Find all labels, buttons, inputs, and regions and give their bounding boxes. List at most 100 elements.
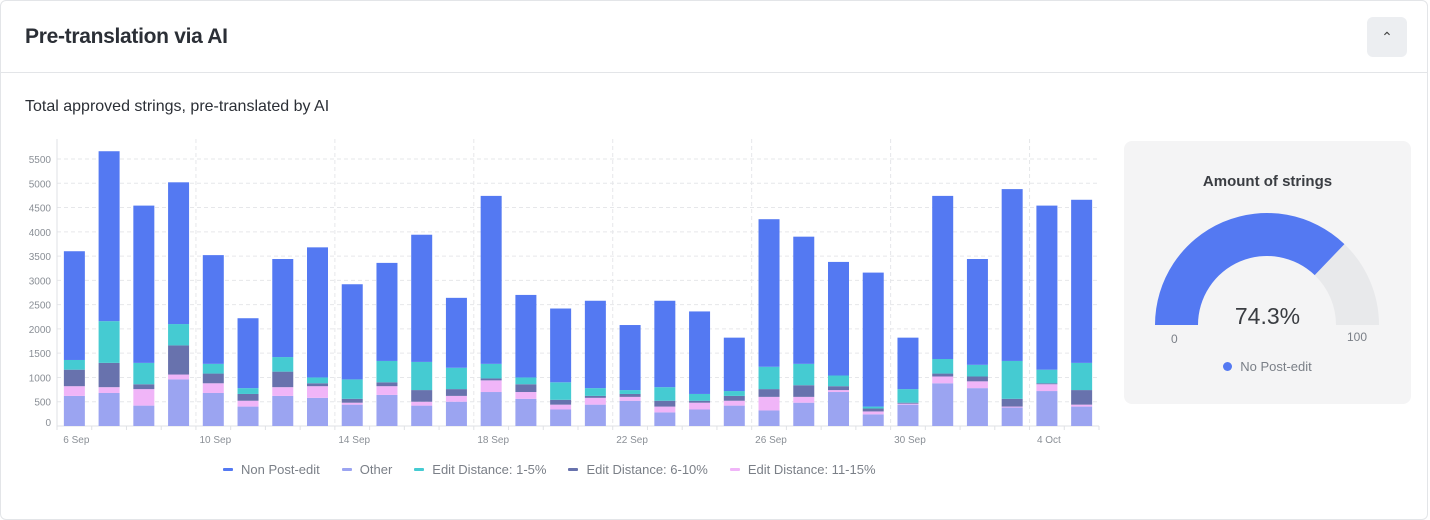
bar-segment-edit-distance-11-15-[interactable] [723,400,745,406]
bar-segment-other[interactable] [619,400,641,426]
bar-segment-edit-distance-6-10-[interactable] [723,395,745,401]
bar-segment-edit-distance-6-10-[interactable] [515,384,537,393]
bar-segment-edit-distance-11-15-[interactable] [828,390,849,393]
bar-segment-edit-distance-6-10-[interactable] [793,385,815,397]
bar-segment-edit-distance-6-10-[interactable] [63,369,85,387]
bar-segment-non-post-edit[interactable] [376,262,398,361]
bar-segment-other[interactable] [1036,391,1058,426]
bar-segment-edit-distance-11-15-[interactable] [202,383,224,393]
bar-segment-edit-distance-1-5-[interactable] [723,391,745,396]
bar-segment-edit-distance-11-15-[interactable] [341,402,363,405]
bar-segment-non-post-edit[interactable] [584,300,606,389]
bar-segment-edit-distance-6-10-[interactable] [550,399,572,405]
bar-segment-edit-distance-6-10-[interactable] [619,393,641,397]
bar-segment-non-post-edit[interactable] [307,247,328,378]
bar-segment-other[interactable] [966,388,988,426]
bar-segment-edit-distance-11-15-[interactable] [445,395,467,402]
bar-segment-edit-distance-11-15-[interactable] [550,404,572,410]
bar-segment-edit-distance-1-5-[interactable] [515,377,537,385]
bar-segment-edit-distance-1-5-[interactable] [1036,369,1058,384]
bar-segment-non-post-edit[interactable] [550,308,572,383]
bar-segment-other[interactable] [133,405,155,426]
bar-segment-edit-distance-11-15-[interactable] [307,386,328,398]
bar-segment-edit-distance-11-15-[interactable] [932,376,954,384]
bar-segment-edit-distance-11-15-[interactable] [862,411,884,415]
bar-segment-edit-distance-11-15-[interactable] [897,403,919,405]
bar-segment-edit-distance-6-10-[interactable] [966,376,988,382]
bar-segment-edit-distance-11-15-[interactable] [584,397,606,405]
bar-segment-non-post-edit[interactable] [480,195,502,364]
bar-segment-edit-distance-6-10-[interactable] [828,386,849,391]
bar-segment-other[interactable] [689,409,711,426]
bar-segment-edit-distance-6-10-[interactable] [1036,383,1058,385]
bar-segment-non-post-edit[interactable] [1036,205,1058,370]
bar-segment-edit-distance-1-5-[interactable] [133,362,155,385]
bar-segment-other[interactable] [1071,406,1093,426]
bar-segment-non-post-edit[interactable] [168,182,190,325]
bar-segment-non-post-edit[interactable] [272,259,294,358]
bar-segment-edit-distance-6-10-[interactable] [411,390,433,402]
bar-segment-edit-distance-11-15-[interactable] [1001,406,1023,408]
bar-segment-edit-distance-6-10-[interactable] [584,395,606,398]
bar-segment-edit-distance-1-5-[interactable] [550,382,572,400]
bar-segment-edit-distance-1-5-[interactable] [98,321,120,363]
bar-segment-edit-distance-1-5-[interactable] [341,379,363,399]
bar-segment-non-post-edit[interactable] [515,294,537,378]
bar-segment-non-post-edit[interactable] [932,195,954,360]
bar-segment-edit-distance-1-5-[interactable] [932,359,954,374]
bar-segment-edit-distance-6-10-[interactable] [272,371,294,388]
bar-segment-non-post-edit[interactable] [98,151,120,322]
bar-segment-edit-distance-1-5-[interactable] [793,363,815,386]
bar-segment-edit-distance-6-10-[interactable] [376,382,398,387]
bar-segment-edit-distance-6-10-[interactable] [237,393,259,401]
bar-segment-edit-distance-11-15-[interactable] [237,400,259,407]
bar-segment-non-post-edit[interactable] [862,272,884,407]
bar-segment-edit-distance-6-10-[interactable] [862,408,884,412]
legend-item-edit-11-15[interactable]: Edit Distance: 11-15% [729,462,876,477]
bar-segment-other[interactable] [63,395,85,426]
bar-segment-edit-distance-1-5-[interactable] [1071,362,1093,391]
bar-segment-edit-distance-6-10-[interactable] [168,345,190,375]
bar-segment-other[interactable] [584,404,606,426]
bar-segment-other[interactable] [828,392,849,426]
bar-segment-edit-distance-11-15-[interactable] [63,386,85,396]
bar-segment-edit-distance-11-15-[interactable] [758,396,780,411]
bar-segment-edit-distance-6-10-[interactable] [307,383,328,387]
bar-segment-edit-distance-1-5-[interactable] [63,359,85,370]
bar-segment-edit-distance-1-5-[interactable] [828,375,849,387]
bar-segment-edit-distance-6-10-[interactable] [98,362,120,388]
bar-segment-edit-distance-6-10-[interactable] [445,389,467,396]
bar-segment-edit-distance-11-15-[interactable] [133,389,155,406]
bar-segment-non-post-edit[interactable] [133,205,155,363]
bar-segment-non-post-edit[interactable] [828,261,849,376]
bar-segment-other[interactable] [793,402,815,426]
bar-segment-non-post-edit[interactable] [619,325,641,391]
bar-segment-edit-distance-11-15-[interactable] [689,402,711,410]
bar-segment-edit-distance-1-5-[interactable] [862,406,884,409]
bar-segment-non-post-edit[interactable] [654,300,676,388]
bar-segment-edit-distance-11-15-[interactable] [515,392,537,399]
bar-segment-edit-distance-1-5-[interactable] [619,390,641,394]
legend-item-other[interactable]: Other [341,462,392,477]
bar-segment-edit-distance-6-10-[interactable] [758,389,780,397]
bar-segment-non-post-edit[interactable] [202,255,224,364]
bar-segment-non-post-edit[interactable] [1071,199,1093,363]
bar-segment-edit-distance-1-5-[interactable] [758,366,780,390]
bar-segment-other[interactable] [758,410,780,426]
bar-segment-non-post-edit[interactable] [63,251,85,360]
bar-segment-other[interactable] [1001,407,1023,426]
bar-segment-non-post-edit[interactable] [1001,189,1023,361]
bar-segment-edit-distance-6-10-[interactable] [480,378,502,381]
bar-segment-edit-distance-1-5-[interactable] [307,377,328,384]
bar-segment-other[interactable] [168,379,190,426]
bar-segment-other[interactable] [237,406,259,426]
bar-segment-edit-distance-11-15-[interactable] [376,386,398,395]
bar-segment-edit-distance-11-15-[interactable] [654,406,676,413]
bar-segment-other[interactable] [515,398,537,426]
bar-segment-other[interactable] [98,392,120,426]
bar-segment-edit-distance-1-5-[interactable] [654,387,676,401]
bar-segment-edit-distance-1-5-[interactable] [376,360,398,383]
bar-segment-edit-distance-1-5-[interactable] [1001,360,1023,399]
bar-segment-edit-distance-6-10-[interactable] [202,373,224,384]
bar-segment-other[interactable] [272,395,294,426]
